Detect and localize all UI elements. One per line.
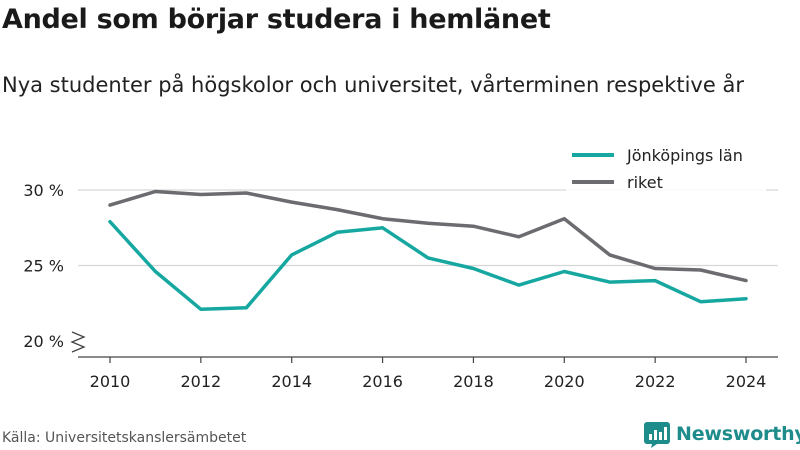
legend-label: Jönköpings län <box>626 146 743 165</box>
x-tick-label: 2010 <box>90 372 131 391</box>
chart-title: Andel som börjar studera i hemlänet <box>2 4 551 35</box>
y-tick-label: 25 % <box>23 257 64 276</box>
axis-break-icon <box>70 331 86 353</box>
x-tick-label: 2020 <box>544 372 585 391</box>
brand-logo: Newsworthy <box>644 420 800 448</box>
line-chart: 20 % 25 % 30 % 2010 2012 2014 2016 2018 2020 2022… <box>23 146 778 391</box>
legend-label: riket <box>627 173 663 192</box>
y-tick-label: 30 % <box>23 181 64 200</box>
brand-name: Newsworthy <box>676 423 800 445</box>
source-note: Källa: Universitetskanslersämbetet <box>2 430 247 446</box>
x-tick-label: 2018 <box>453 372 494 391</box>
chart-subtitle: Nya studenter på högskolor och universit… <box>2 73 744 97</box>
x-tick-label: 2012 <box>180 372 221 391</box>
y-tick-label: 20 % <box>23 332 64 351</box>
series-line <box>108 189 748 283</box>
x-tick-label: 2014 <box>271 372 312 391</box>
x-tick-label: 2024 <box>726 372 767 391</box>
x-tick-label: 2022 <box>635 372 676 391</box>
x-tick-label: 2016 <box>362 372 403 391</box>
series-line <box>108 219 748 312</box>
newsworthy-logo-icon <box>644 422 670 448</box>
